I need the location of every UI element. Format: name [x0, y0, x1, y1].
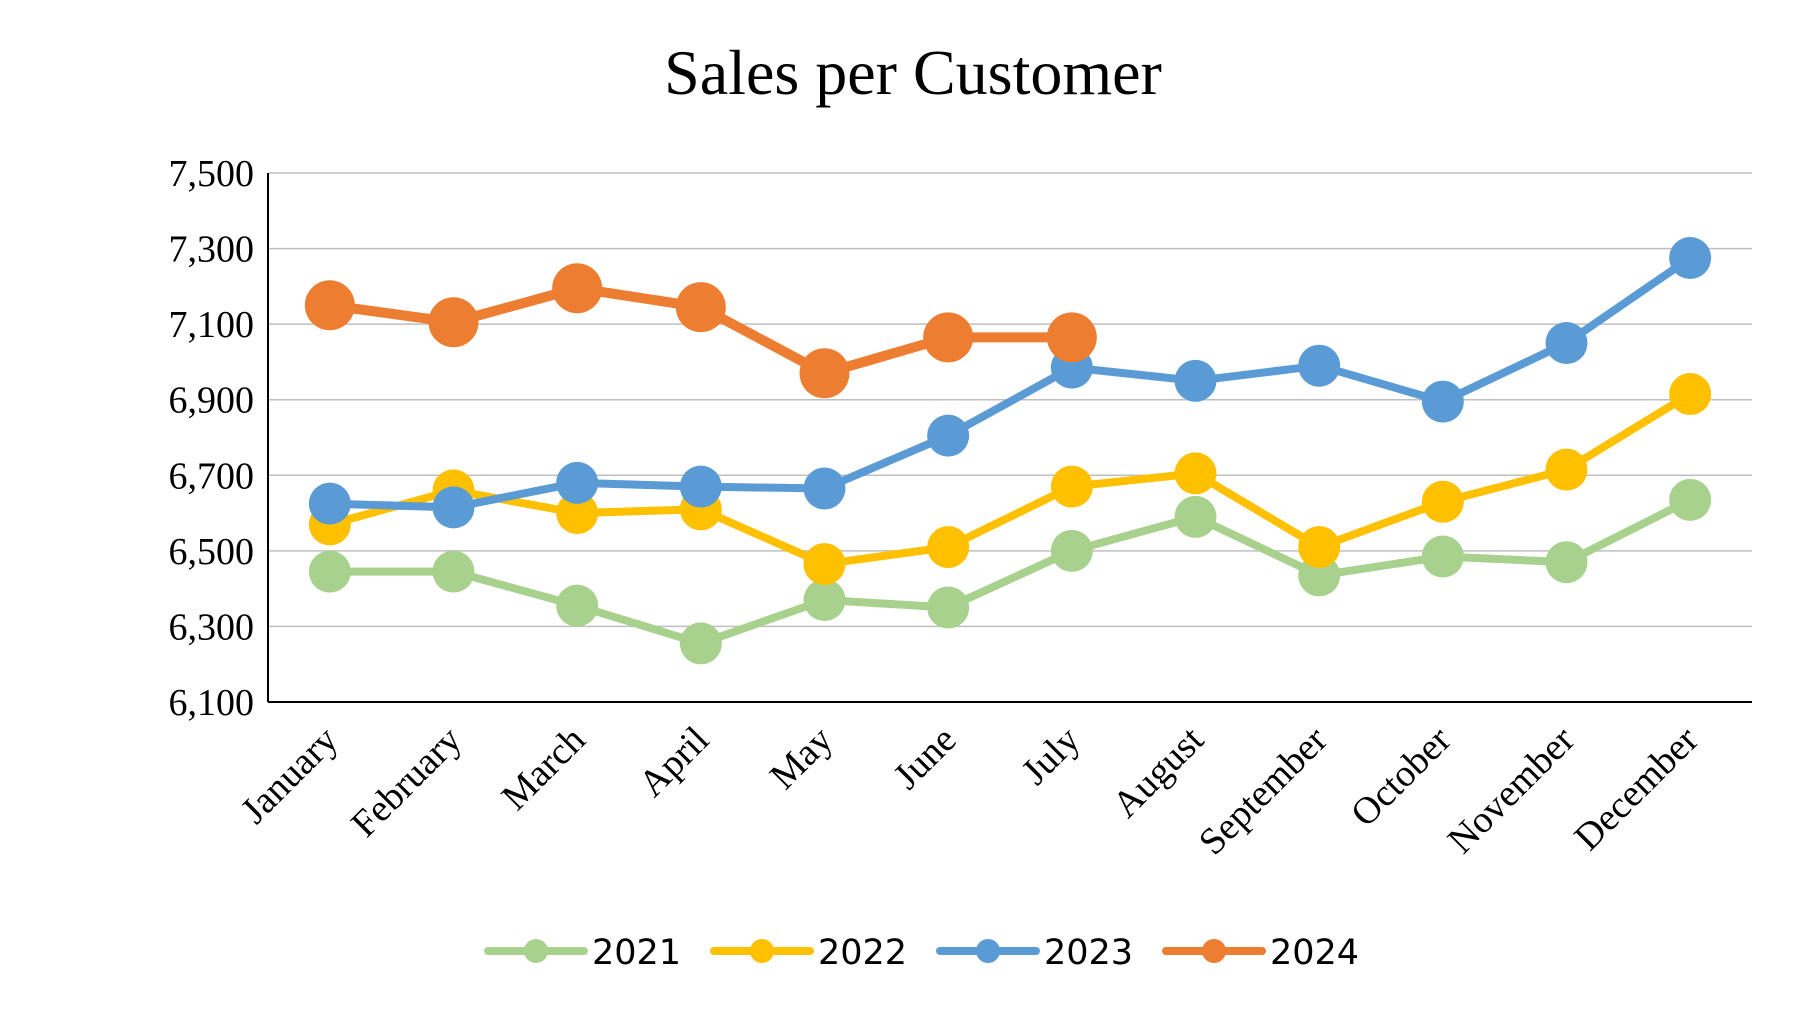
data-point: [308, 482, 351, 525]
y-tick-label: 7,300: [169, 229, 255, 271]
data-point: [1174, 359, 1217, 402]
data-point: [1050, 529, 1093, 572]
series-line: [325, 254, 1695, 512]
data-point: [927, 586, 970, 629]
data-point: [1669, 478, 1712, 521]
y-tick-label: 6,300: [169, 606, 255, 648]
data-point: [923, 312, 974, 363]
data-point: [803, 467, 846, 510]
y-tick-label: 6,700: [169, 455, 255, 497]
legend-item: 2022: [710, 933, 907, 973]
data-point: [1421, 535, 1464, 578]
data-point: [1545, 541, 1588, 584]
legend-label: 2022: [818, 933, 907, 973]
data-point: [679, 622, 722, 665]
chart-title: Sales per Customer: [664, 37, 1162, 108]
series-2024: [304, 263, 1097, 399]
data-point: [1669, 237, 1712, 280]
data-point: [799, 348, 850, 399]
data-point: [552, 263, 603, 314]
data-point: [1545, 448, 1588, 491]
legend-label: 2024: [1270, 933, 1359, 973]
legend-item: 2023: [936, 933, 1133, 973]
data-point: [803, 578, 846, 621]
axes: [267, 173, 1752, 703]
data-point: [432, 486, 475, 529]
data-point: [432, 550, 475, 593]
data-point: [1174, 495, 1217, 538]
legend-swatch-marker: [976, 939, 1000, 963]
data-point: [556, 461, 599, 504]
legend-label: 2021: [592, 933, 681, 973]
data-point: [1421, 480, 1464, 523]
y-tick-label: 6,900: [169, 380, 255, 422]
data-point: [1050, 465, 1093, 508]
data-point: [1298, 526, 1341, 569]
data-point: [1046, 312, 1097, 363]
y-tick-label: 7,500: [169, 153, 255, 195]
y-tick-label: 6,500: [169, 531, 255, 573]
gridlines: [268, 172, 1752, 628]
data-point: [803, 543, 846, 586]
series-lines: [304, 237, 1712, 665]
data-point: [1545, 322, 1588, 365]
legend-item: 2021: [484, 933, 681, 973]
legend-swatch-marker: [750, 939, 774, 963]
legend-swatch-marker: [524, 939, 548, 963]
data-point: [556, 492, 599, 535]
data-point: [675, 282, 726, 333]
legend-item: 2024: [1162, 933, 1359, 973]
data-point: [1298, 344, 1341, 387]
legend: 2021 2022 2023 2024: [484, 933, 1359, 973]
data-point: [679, 465, 722, 508]
data-point: [556, 584, 599, 627]
legend-swatch-marker: [1202, 939, 1226, 963]
y-tick-label: 7,100: [169, 304, 255, 346]
data-point: [927, 526, 970, 569]
data-point: [428, 297, 479, 348]
y-axis-tick-labels: 6,100 6,300 6,500 6,700 6,900 7,100 7,300 7,500: [169, 153, 255, 724]
legend-label: 2023: [1044, 933, 1133, 973]
data-point: [1669, 373, 1712, 416]
data-point: [1174, 452, 1217, 495]
data-point: [308, 550, 351, 593]
data-point: [1421, 380, 1464, 423]
data-point: [304, 280, 355, 331]
data-point: [927, 414, 970, 457]
y-tick-label: 6,100: [169, 682, 255, 724]
